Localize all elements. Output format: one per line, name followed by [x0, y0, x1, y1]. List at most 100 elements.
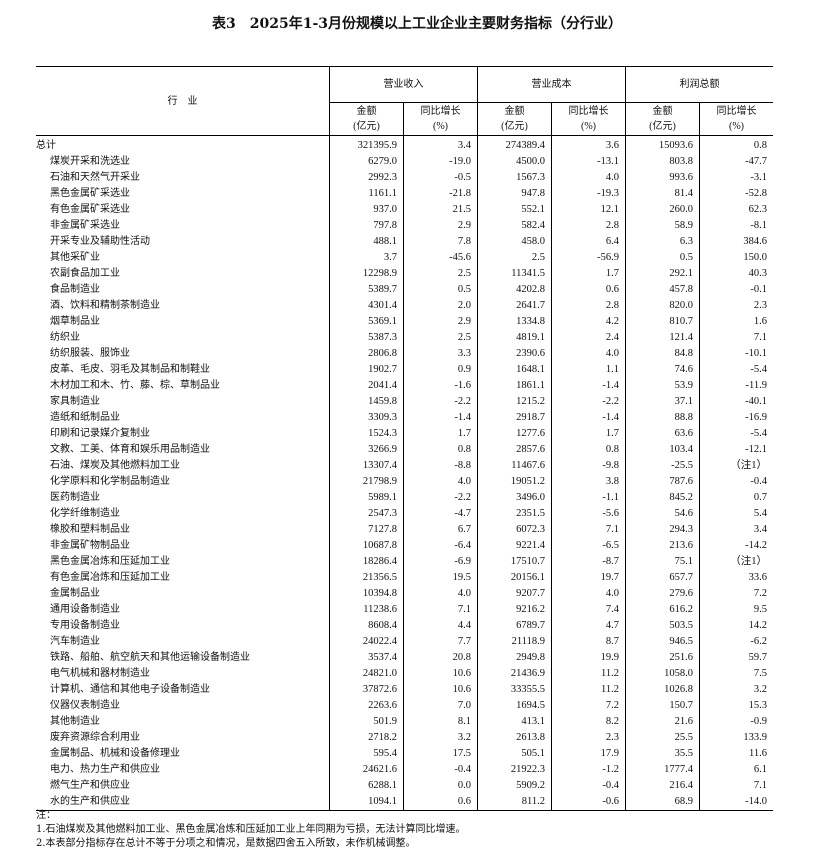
revenue-amount: 3537.4 [329, 650, 404, 666]
revenue-growth: -1.6 [403, 378, 478, 394]
cost-growth: 8.2 [551, 714, 626, 730]
cost-amount: 2351.5 [477, 506, 552, 522]
cost-amount: 413.1 [477, 714, 552, 730]
cost-amount: 1334.8 [477, 314, 552, 330]
revenue-amount: 7127.8 [329, 522, 404, 538]
amount-header: 金额 (亿元) [477, 102, 552, 136]
cost-amount: 9221.4 [477, 538, 552, 554]
cost-amount: 11341.5 [477, 266, 552, 282]
industry-name: 开采专业及辅助性活动 [50, 236, 150, 247]
industry-name: 电力、热力生产和供应业 [50, 764, 160, 775]
growth-header-unit: (%) [581, 121, 596, 132]
profit-amount: 657.7 [625, 570, 700, 586]
cost-amount: 458.0 [477, 234, 552, 250]
cost-growth: 19.7 [551, 570, 626, 586]
industry-name: 家具制造业 [50, 396, 100, 407]
cost-growth: 1.7 [551, 266, 626, 282]
profit-amount: 213.6 [625, 538, 700, 554]
industry-name: 皮革、毛皮、羽毛及其制品和制鞋业 [50, 364, 210, 375]
industry-name: 其他采矿业 [50, 252, 100, 263]
cost-header: 营业成本 [477, 66, 626, 103]
cost-growth: -0.6 [551, 794, 626, 811]
revenue-growth: -6.4 [403, 538, 478, 554]
table-row: 燃气生产和供应业 6288.1 0.0 5909.2 -0.4 216.4 7.1 [36, 778, 773, 794]
revenue-amount: 501.9 [329, 714, 404, 730]
profit-amount: 1026.8 [625, 682, 700, 698]
revenue-growth: 8.1 [403, 714, 478, 730]
profit-growth: 0.7 [699, 490, 773, 506]
table-row: 有色金属矿采选业 937.0 21.5 552.1 12.1 260.0 62.3 [36, 202, 773, 218]
table-row: 文教、工美、体育和娱乐用品制造业 3266.9 0.8 2857.6 0.8 103.4-… [36, 442, 773, 458]
profit-amount: 88.8 [625, 410, 700, 426]
profit-growth: 7.2 [699, 586, 773, 602]
industry-name: 石油、煤炭及其他燃料加工业 [50, 460, 180, 471]
revenue-amount: 5989.1 [329, 490, 404, 506]
profit-growth: -16.9 [699, 410, 773, 426]
revenue-growth: 7.0 [403, 698, 478, 714]
cost-growth: 2.3 [551, 730, 626, 746]
cost-growth: 4.0 [551, 346, 626, 362]
table-row: 汽车制造业 24022.4 7.7 21118.9 8.7 946.5 -6.2 [36, 634, 773, 650]
notes: 注： 1.石油煤炭及其他燃料加工业、黑色金属冶炼和压延加工业上年同期为亏损，无法… [36, 809, 466, 851]
profit-growth: -52.8 [699, 186, 773, 202]
revenue-amount: 1161.1 [329, 186, 404, 202]
cost-growth: 19.9 [551, 650, 626, 666]
table-row: 煤炭开采和洗选业 6279.0 -19.0 4500.0 -13.1 803.8 -47.7 [36, 154, 773, 170]
revenue-amount: 1902.7 [329, 362, 404, 378]
revenue-amount: 10394.8 [329, 586, 404, 602]
revenue-amount: 1459.8 [329, 394, 404, 410]
revenue-amount: 21356.5 [329, 570, 404, 586]
cost-amount: 1694.5 [477, 698, 552, 714]
table-row: 烟草制品业 5369.1 2.9 1334.8 4.2 810.7 1.6 [36, 314, 773, 330]
amount-header-unit: (亿元) [649, 121, 676, 132]
revenue-amount: 2263.6 [329, 698, 404, 714]
cost-growth: 7.2 [551, 698, 626, 714]
profit-growth: -3.1 [699, 170, 773, 186]
cost-growth: 4.0 [551, 170, 626, 186]
table-row: 石油、煤炭及其他燃料加工业 13307.4 -8.8 11467.6 -9.8 -25.5… [36, 458, 773, 474]
cost-amount: 3496.0 [477, 490, 552, 506]
profit-amount: 810.7 [625, 314, 700, 330]
revenue-amount: 13307.4 [329, 458, 404, 474]
profit-amount: 81.4 [625, 186, 700, 202]
profit-growth: 384.6 [699, 234, 773, 250]
cost-growth: -1.1 [551, 490, 626, 506]
profit-amount: 845.2 [625, 490, 700, 506]
table-row: 纺织服装、服饰业 2806.8 3.3 2390.6 4.0 84.8 -10.1 [36, 346, 773, 362]
revenue-amount: 10687.8 [329, 538, 404, 554]
revenue-growth: 0.8 [403, 442, 478, 458]
revenue-amount: 37872.6 [329, 682, 404, 698]
revenue-amount: 12298.9 [329, 266, 404, 282]
revenue-growth: 21.5 [403, 202, 478, 218]
industry-name: 铁路、船舶、航空航天和其他运输设备制造业 [50, 652, 250, 663]
profit-growth: 3.4 [699, 522, 773, 538]
cost-growth: 11.2 [551, 682, 626, 698]
cost-amount: 21118.9 [477, 634, 552, 650]
revenue-amount: 5389.7 [329, 282, 404, 298]
table-row: 电力、热力生产和供应业 24621.6 -0.4 21922.3 -1.2 1777.4 6… [36, 762, 773, 778]
cost-growth: 4.2 [551, 314, 626, 330]
cost-growth: 0.8 [551, 442, 626, 458]
profit-growth: -47.7 [699, 154, 773, 170]
profit-amount: 35.5 [625, 746, 700, 762]
revenue-growth: 0.0 [403, 778, 478, 794]
profit-growth: 59.7 [699, 650, 773, 666]
table-row: 医药制造业 5989.1 -2.2 3496.0 -1.1 845.2 0.7 [36, 490, 773, 506]
table-row: 有色金属冶炼和压延加工业 21356.5 19.5 20156.1 19.7 657.7 3… [36, 570, 773, 586]
profit-amount: 503.5 [625, 618, 700, 634]
cost-growth: -2.2 [551, 394, 626, 410]
table-row: 开采专业及辅助性活动 488.1 7.8 458.0 6.4 6.3 384.6 [36, 234, 773, 250]
cost-amount: 2.5 [477, 250, 552, 266]
revenue-growth: 0.9 [403, 362, 478, 378]
industry-name: 化学原料和化学制品制造业 [50, 476, 170, 487]
profit-growth: 7.1 [699, 330, 773, 346]
profit-growth: -5.4 [699, 426, 773, 442]
growth-header: 同比增长 (%) [403, 102, 478, 136]
industry-name: 黑色金属冶炼和压延加工业 [50, 556, 170, 567]
profit-growth: -10.1 [699, 346, 773, 362]
profit-growth: 9.5 [699, 602, 773, 618]
cost-amount: 947.8 [477, 186, 552, 202]
profit-growth: -6.2 [699, 634, 773, 650]
profit-growth: 40.3 [699, 266, 773, 282]
revenue-growth: -0.4 [403, 762, 478, 778]
